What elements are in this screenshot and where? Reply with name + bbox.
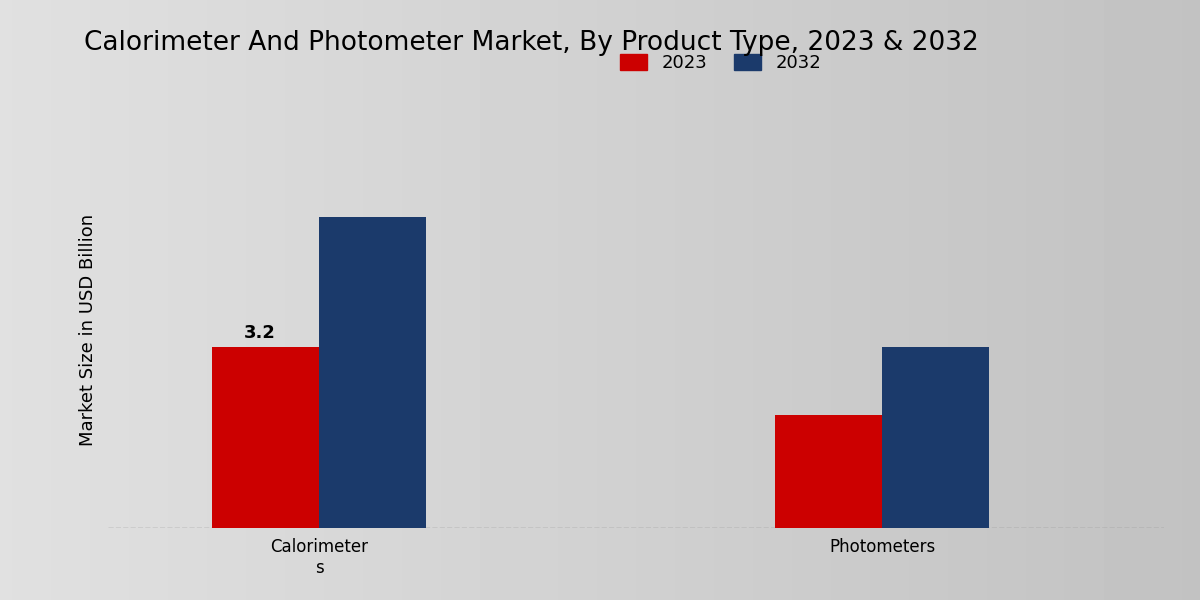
Bar	[212, 347, 319, 528]
Bar	[775, 415, 882, 528]
Bar	[882, 347, 990, 528]
Y-axis label: Market Size in USD Billion: Market Size in USD Billion	[79, 214, 97, 446]
Text: 3.2: 3.2	[244, 325, 276, 343]
Bar	[319, 217, 426, 528]
Legend: 2023, 2032: 2023, 2032	[619, 54, 821, 72]
Text: Calorimeter And Photometer Market, By Product Type, 2023 & 2032: Calorimeter And Photometer Market, By Pr…	[84, 30, 979, 56]
